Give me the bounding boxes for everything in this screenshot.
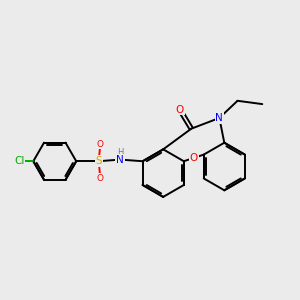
Text: N: N <box>215 113 223 123</box>
Text: O: O <box>176 104 184 115</box>
Text: O: O <box>97 174 104 183</box>
Text: Cl: Cl <box>14 156 25 166</box>
Text: O: O <box>190 153 198 163</box>
Text: O: O <box>97 140 104 148</box>
Text: H: H <box>117 148 123 157</box>
Text: N: N <box>116 154 124 165</box>
Text: S: S <box>95 156 102 166</box>
